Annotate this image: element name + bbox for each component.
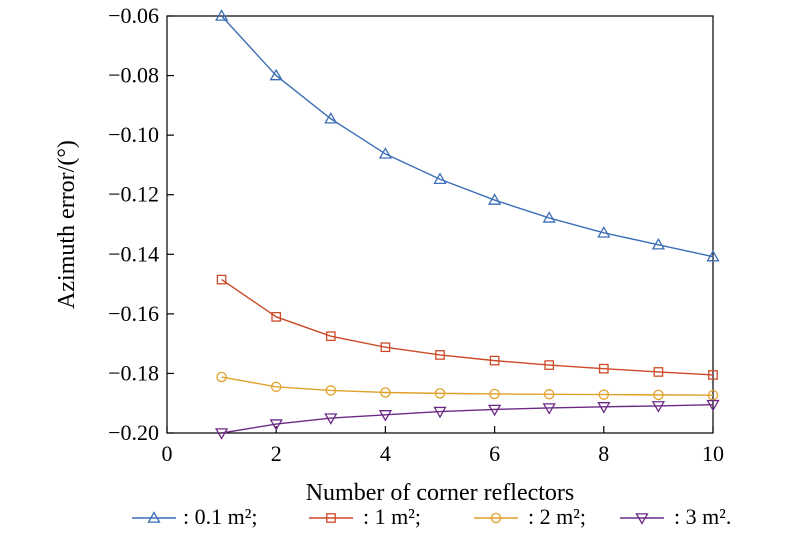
legend-item: : 1 m²; xyxy=(309,504,421,529)
series-line xyxy=(221,15,714,258)
x-tick-label: 6 xyxy=(489,441,500,466)
data-point xyxy=(653,389,664,401)
series-1 xyxy=(214,9,720,262)
x-tick-label: 10 xyxy=(702,441,724,466)
legend-marker xyxy=(147,511,161,523)
data-point xyxy=(542,403,556,415)
legend-marker xyxy=(490,512,502,524)
data-point xyxy=(269,419,283,431)
data-point xyxy=(706,249,720,262)
data-point xyxy=(544,360,555,370)
data-point xyxy=(325,331,336,342)
data-point xyxy=(598,389,610,400)
data-point xyxy=(435,350,445,360)
data-point xyxy=(433,172,447,185)
data-point xyxy=(378,410,393,422)
legend-label: : 3 m². xyxy=(674,504,731,529)
data-point xyxy=(433,406,447,419)
data-point xyxy=(324,111,338,124)
x-tick-label: 2 xyxy=(271,441,282,466)
legend-item: : 3 m². xyxy=(620,504,731,529)
data-point xyxy=(216,371,227,383)
x-axis-title: Number of corner reflectors xyxy=(306,480,575,506)
data-point xyxy=(707,389,719,401)
y-tick-label: −0.12 xyxy=(108,182,159,207)
legend-label: : 1 m²; xyxy=(363,504,421,529)
x-tick-labels: 0 2 4 6 8 10 xyxy=(162,441,725,466)
data-point xyxy=(543,389,555,400)
y-tick-labels: −0.20 −0.18 −0.16 −0.14 −0.12 −0.10 −0.08 −0.06 xyxy=(108,3,159,445)
data-point xyxy=(708,370,718,380)
series-line xyxy=(221,404,714,434)
legend-marker xyxy=(635,513,649,525)
legend: : 0.1 m²; : 1 m²; : 2 m²; : 3 m². xyxy=(132,504,731,529)
data-point xyxy=(651,237,666,250)
data-point xyxy=(378,147,393,159)
data-point xyxy=(653,367,664,377)
x-tick-label: 4 xyxy=(380,441,391,466)
x-tick-label: 8 xyxy=(598,441,609,466)
y-tick-label: −0.10 xyxy=(108,122,159,147)
legend-item: : 2 m²; xyxy=(474,504,586,529)
y-tick-label: −0.14 xyxy=(108,241,159,266)
data-point xyxy=(325,385,337,396)
y-tick-label: −0.18 xyxy=(108,360,159,385)
data-point xyxy=(598,363,609,374)
data-point xyxy=(214,428,229,440)
series-line xyxy=(221,279,714,376)
legend-label: : 0.1 m²; xyxy=(183,504,257,529)
y-tick-label: −0.20 xyxy=(108,420,159,445)
data-point xyxy=(487,193,502,205)
legend-marker xyxy=(326,513,336,523)
data-point xyxy=(706,399,720,412)
data-point xyxy=(324,413,338,425)
data-point xyxy=(597,402,611,414)
series-layer xyxy=(214,9,720,440)
axis-ticks xyxy=(166,15,714,434)
data-point xyxy=(380,387,391,398)
data-point xyxy=(216,274,227,285)
data-point xyxy=(434,388,446,399)
data-point xyxy=(271,311,282,322)
series-3 xyxy=(216,371,719,401)
data-point xyxy=(380,342,391,353)
data-point xyxy=(270,381,282,393)
series-2 xyxy=(216,274,718,380)
data-point xyxy=(487,404,502,417)
plot-frame xyxy=(166,15,714,434)
y-tick-label: −0.06 xyxy=(108,3,159,28)
data-point xyxy=(489,355,500,366)
data-point xyxy=(214,9,229,21)
data-point xyxy=(542,211,556,223)
series-4 xyxy=(214,399,720,440)
data-point xyxy=(597,226,611,238)
legend-item: : 0.1 m²; xyxy=(132,504,257,529)
data-point xyxy=(269,68,283,81)
data-point xyxy=(489,388,500,400)
legend-label: : 2 m²; xyxy=(528,504,586,529)
y-tick-label: −0.08 xyxy=(108,63,159,88)
x-tick-label: 0 xyxy=(162,441,173,466)
y-axis-title: Azimuth error/(°) xyxy=(54,140,80,309)
series-line xyxy=(221,376,714,396)
data-point xyxy=(651,401,666,413)
y-tick-label: −0.16 xyxy=(108,301,159,326)
